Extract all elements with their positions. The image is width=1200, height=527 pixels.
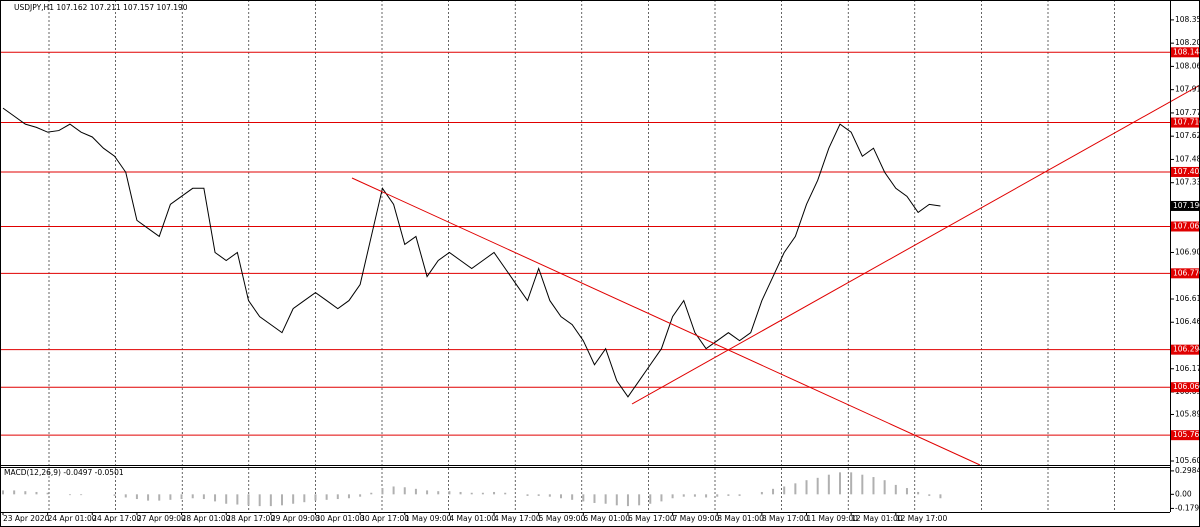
level-label-box (1171, 382, 1199, 393)
level-label-box (1171, 268, 1199, 279)
level-label-box (1171, 221, 1199, 232)
level-label: 107.062 (1173, 221, 1200, 230)
price-line (2, 107, 941, 398)
level-label-box (1171, 166, 1199, 177)
chart-title: USDJPY,H1 107.162 107.211 107.157 107.19… (14, 3, 188, 12)
axes: 108.350 108.205 108.060 107.915 107.770 107.6… (2, 15, 1200, 523)
x-tick-label: 4 May 17:00 (494, 514, 541, 523)
grid (48, 0, 1115, 512)
x-tick-label: 11 May 09:00 (807, 514, 859, 523)
current-price-box (1171, 200, 1199, 211)
level-label-box (1171, 47, 1199, 58)
current-price-label: 107.190 (1173, 201, 1200, 210)
level-label: 106.770 (1173, 268, 1200, 277)
y-tick-label: -0.1793 (1175, 503, 1200, 512)
y-tick-label: 108.350 (1175, 15, 1200, 24)
x-tick-label: 30 Apr 17:00 (360, 514, 409, 523)
level-label: 106.294 (1173, 345, 1200, 354)
x-tick-label: 27 Apr 09:00 (137, 514, 186, 523)
x-tick-label: 8 May 17:00 (762, 514, 809, 523)
indicator-title: MACD(12,26,9) -0.0497 -0.0501 (4, 468, 124, 477)
y-tick-label: 105.600 (1175, 456, 1200, 465)
x-tick-label: 1 May 09:00 (405, 514, 452, 523)
level-label-box (1171, 344, 1199, 355)
y-tick-label: 0.00 (1175, 489, 1192, 498)
x-tick-label: 24 Apr 01:00 (48, 514, 97, 523)
y-tick-label: 106.465 (1175, 317, 1200, 326)
level-label: 105.761 (1173, 430, 1200, 439)
x-tick-label: 24 Apr 17:00 (92, 514, 141, 523)
x-tick-label: 28 Apr 17:00 (226, 514, 275, 523)
trend-line (631, 84, 1200, 405)
trend-line (351, 177, 981, 466)
level-label-box (1171, 117, 1199, 128)
x-tick-label: 23 Apr 2020 (3, 514, 50, 523)
x-tick-label: 8 May 01:00 (717, 514, 764, 523)
plot (0, 51, 1170, 507)
y-tick-label: 106.175 (1175, 364, 1200, 373)
y-tick-label: 106.900 (1175, 247, 1200, 256)
x-tick-label: 30 Apr 01:00 (315, 514, 364, 523)
y-tick-label: 107.335 (1175, 178, 1200, 187)
x-tick-label: 4 May 01:00 (449, 514, 496, 523)
y-tick-label: 107.915 (1175, 85, 1200, 94)
y-tick-label: 108.205 (1175, 38, 1200, 47)
level-label: 107.402 (1173, 167, 1200, 176)
y-tick-label: 107.625 (1175, 131, 1200, 140)
y-tick-label: 106.610 (1175, 294, 1200, 303)
y-tick-label: 107.480 (1175, 154, 1200, 163)
x-tick-label: 29 Apr 09:00 (271, 514, 320, 523)
y-tick-label: 107.770 (1175, 108, 1200, 117)
x-tick-label: 7 May 09:00 (673, 514, 720, 523)
x-tick-label: 12 May 01:00 (851, 514, 903, 523)
y-tick-label: 108.060 (1175, 61, 1200, 70)
x-tick-label: 28 Apr 01:00 (182, 514, 231, 523)
level-label: 107.710 (1173, 118, 1200, 127)
level-label: 106.060 (1173, 382, 1200, 391)
x-tick-label: 6 May 01:00 (583, 514, 630, 523)
y-tick-label: 0.2984 (1175, 466, 1200, 475)
x-tick-label: 12 May 17:00 (896, 514, 948, 523)
x-tick-label: 5 May 09:00 (539, 514, 586, 523)
level-label: 108.148 (1173, 47, 1200, 56)
x-tick-label: 6 May 17:00 (628, 514, 675, 523)
y-tick-label: 105.890 (1175, 409, 1200, 418)
level-label-box (1171, 430, 1199, 441)
